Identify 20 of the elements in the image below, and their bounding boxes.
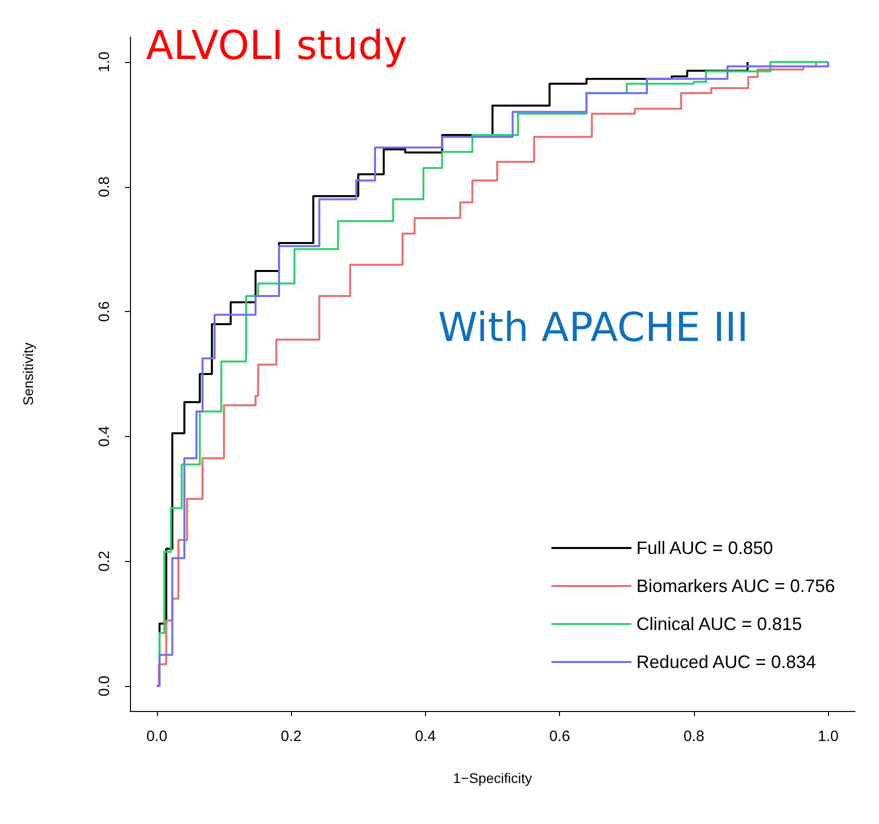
x-tick-label: 0.6	[549, 728, 570, 745]
y-tick-label: 0.0	[96, 676, 113, 696]
x-tick-label: 0.2	[280, 728, 302, 745]
legend-label: Full AUC = 0.850	[636, 538, 773, 558]
y-axis-title: Sensitivity	[20, 342, 36, 406]
legend-label: Biomarkers AUC = 0.756	[636, 576, 836, 596]
x-tick-label: 1.0	[818, 728, 839, 745]
x-axis-title: 1−Specificity	[453, 770, 532, 786]
x-tick-label: 0.8	[683, 728, 704, 745]
legend-label: Reduced AUC = 0.834	[636, 652, 816, 672]
y-tick-label: 0.2	[96, 550, 113, 572]
annotation: ALVOLI study	[146, 23, 408, 69]
y-tick-label: 1.0	[96, 52, 113, 72]
annotation: With APACHE III	[438, 305, 749, 351]
x-tick-label: 0.0	[146, 728, 168, 745]
y-tick-label: 0.4	[96, 426, 113, 447]
y-tick-label: 0.8	[96, 176, 113, 198]
y-tick-label: 0.6	[96, 301, 113, 322]
x-tick-label: 0.4	[414, 728, 436, 745]
legend-label: Clinical AUC = 0.815	[636, 614, 802, 634]
